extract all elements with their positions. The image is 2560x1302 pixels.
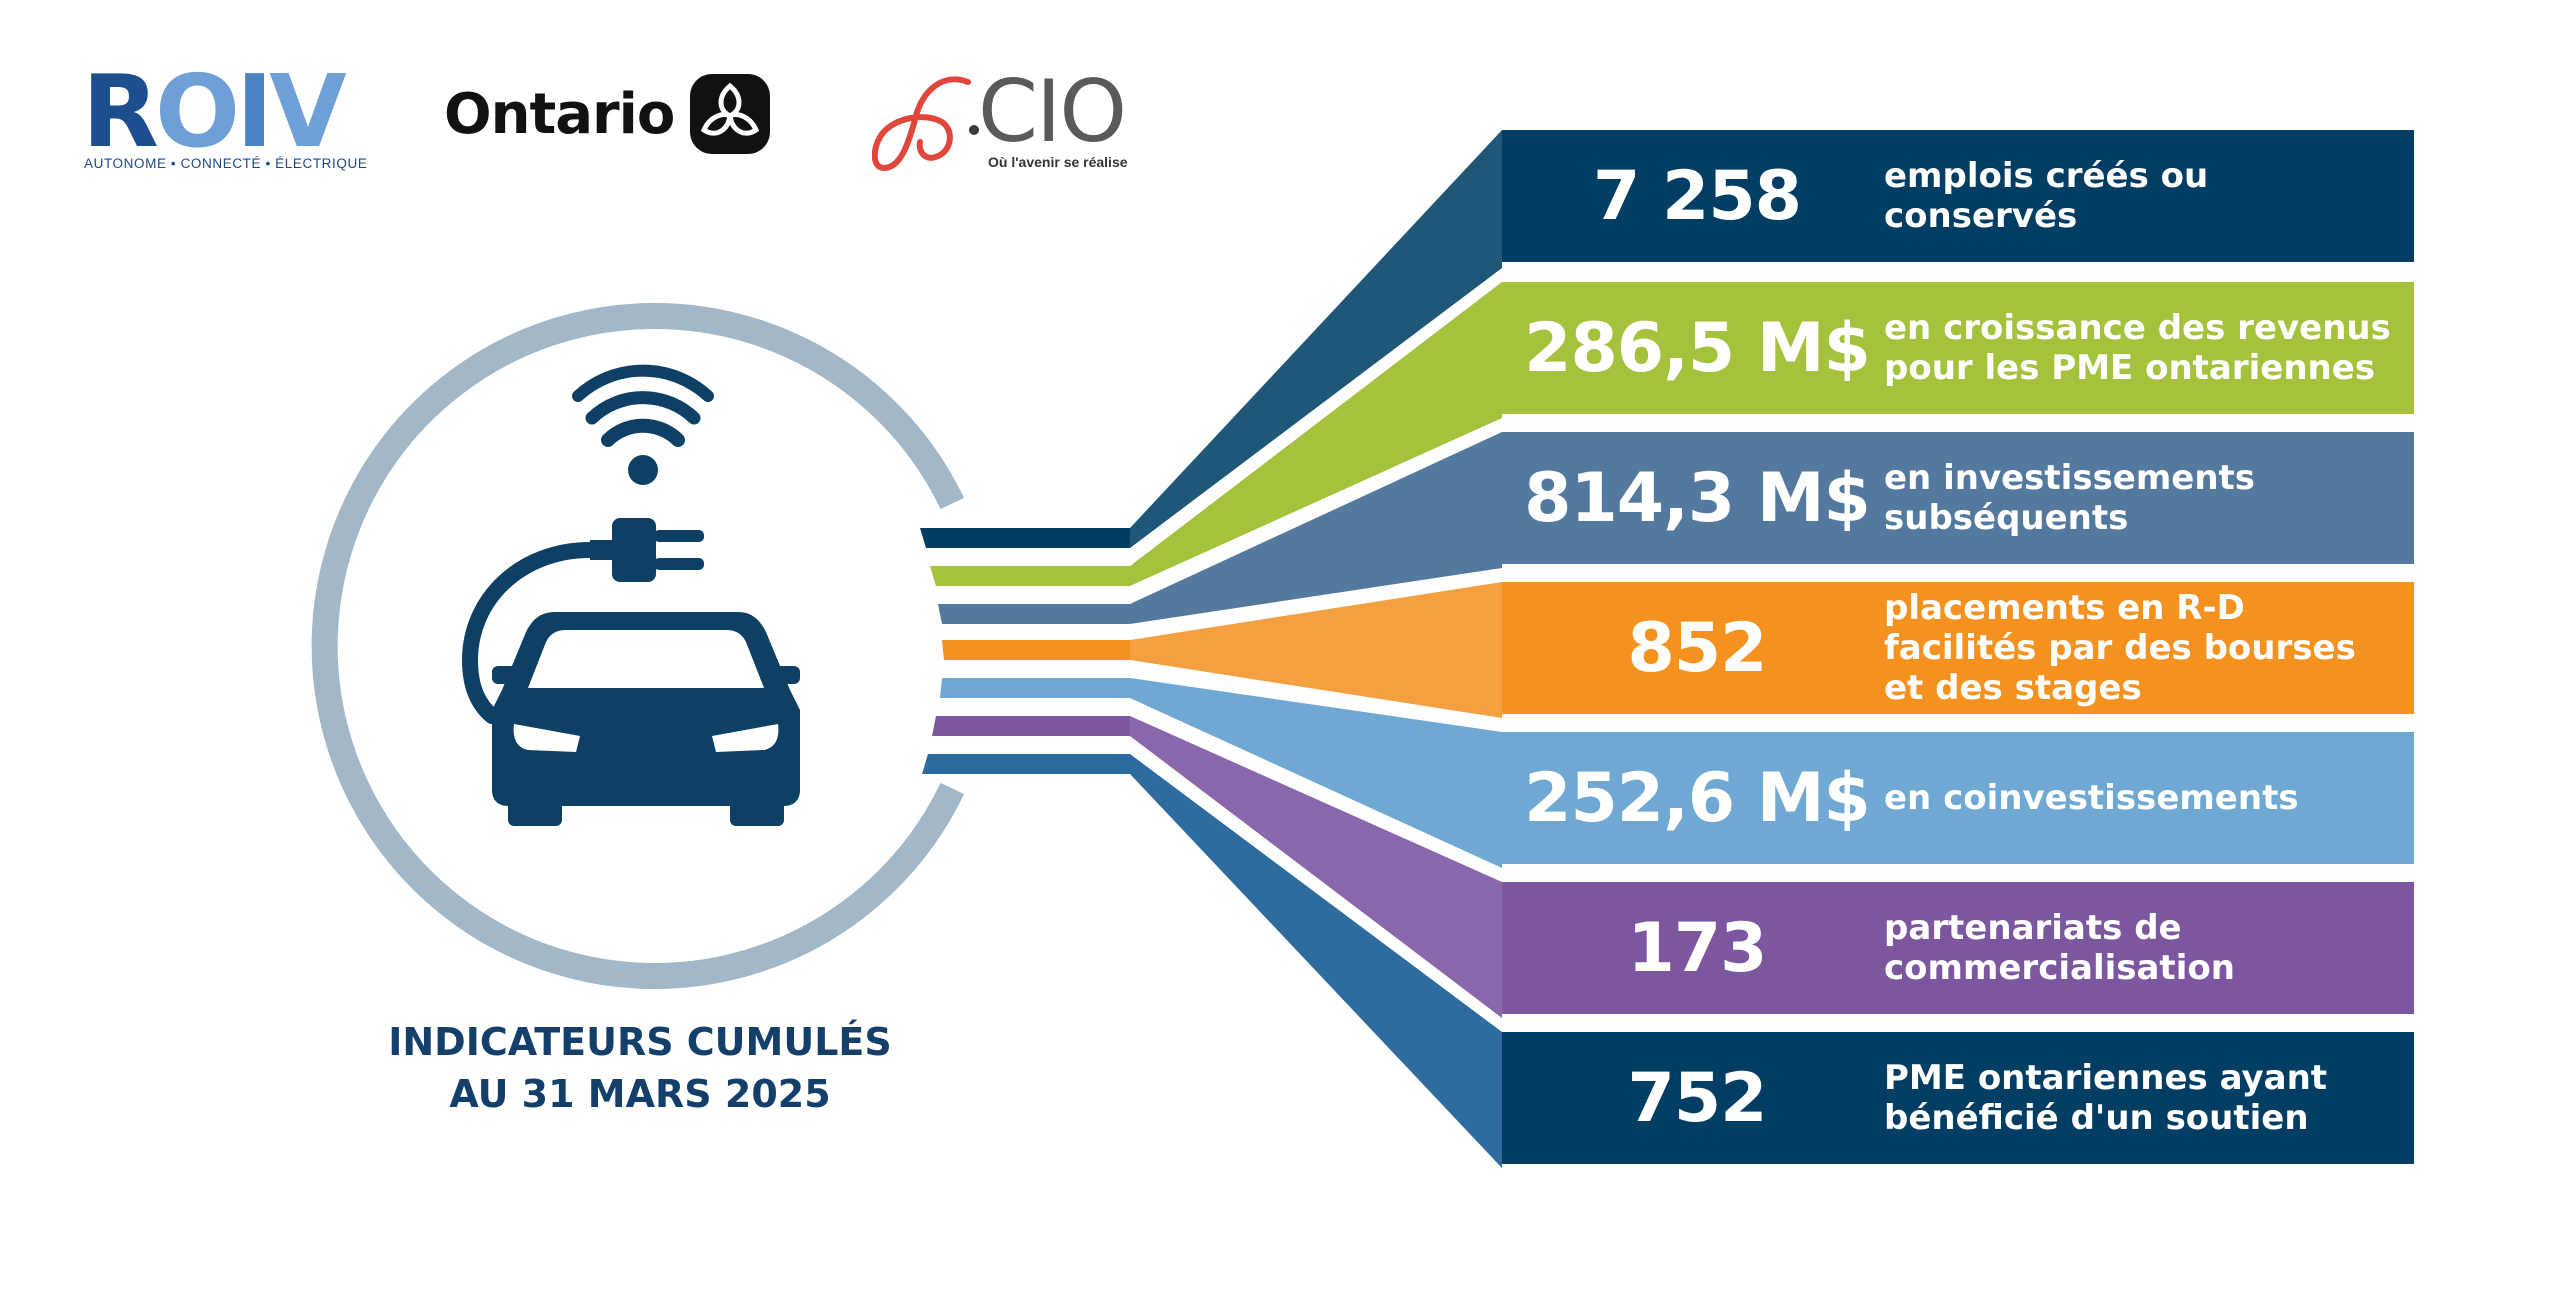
indicator-label: en croissance des revenus pour les PME on… [1884, 308, 2391, 388]
indicator-row-partnerships: 173 partenariats de commercialisation [1502, 882, 2414, 1014]
indicator-row-jobs: 7 258 emplois créés ou conservés [1502, 130, 2414, 262]
oce-tagline: Où l'avenir se réalise [988, 154, 1128, 170]
indicator-row-investments: 814,3 M$ en investissements subséquents [1502, 432, 2414, 564]
indicator-label: en coinvestissements [1884, 778, 2299, 818]
ray-2 [1130, 282, 1502, 586]
ontario-logo: Ontario [440, 72, 780, 162]
indicator-row-revenue: 286,5 M$ en croissance des revenus pour l… [1502, 282, 2414, 414]
roiv-logo: ROIV AUTONOME • CONNECTÉ • ÉLECTRIQUE [82, 62, 368, 174]
indicator-label: en investissements subséquents [1884, 458, 2256, 538]
indicator-label: emplois créés ou conservés [1884, 156, 2209, 236]
oce-swirl-icon [872, 76, 979, 172]
fan-rays [1130, 130, 1502, 1168]
ray-1 [1130, 130, 1502, 548]
cumulative-indicators-caption: INDICATEURS CUMULÉS AU 31 MARS 2025 [300, 1016, 980, 1120]
connector-bars [920, 528, 1130, 774]
row-background [1502, 882, 2414, 1014]
row-background [1502, 432, 2414, 564]
row-background [1502, 1032, 2414, 1164]
row-background [1502, 582, 2414, 714]
indicator-value: 286,5 M$ [1524, 308, 1871, 388]
indicator-value: 7 258 [1593, 156, 1802, 236]
caption-line-2: AU 31 MARS 2025 [449, 1072, 831, 1116]
electric-car-icon [461, 364, 800, 826]
roiv-tagline: AUTONOME • CONNECTÉ • ÉLECTRIQUE [84, 156, 368, 171]
row-background [1502, 130, 2414, 262]
indicator-value: 252,6 M$ [1524, 758, 1871, 838]
indicator-value: 852 [1627, 608, 1768, 688]
hero-ring [311, 303, 965, 989]
indicator-value: 752 [1627, 1058, 1768, 1138]
ray-7 [1130, 754, 1502, 1168]
trillium-icon [690, 74, 770, 154]
indicator-row-coinvestments: 252,6 M$ en coinvestissements [1502, 732, 2414, 864]
oce-wordmark: CIO [978, 62, 1127, 162]
ray-5 [1130, 678, 1502, 868]
indicator-row-sme-supported: 752 PME ontariennes ayant bénéficié d'un … [1502, 1032, 2414, 1164]
ray-4 [1130, 582, 1502, 718]
ray-3 [1130, 432, 1502, 624]
oce-logo: CIO Où l'avenir se réalise [872, 62, 1172, 176]
caption-line-1: INDICATEURS CUMULÉS [388, 1020, 892, 1064]
row-background [1502, 282, 2414, 414]
indicator-label: partenariats de commercialisation [1884, 908, 2235, 988]
row-background [1502, 732, 2414, 864]
indicator-value: 173 [1627, 908, 1768, 988]
indicator-row-rd: 852 placements en R-D facilités par des b… [1502, 582, 2414, 714]
roiv-wordmark: ROIV [82, 53, 347, 170]
indicator-value: 814,3 M$ [1524, 458, 1871, 538]
ontario-wordmark: Ontario [444, 82, 675, 147]
indicator-label: placements en R-D facilités par des bours… [1884, 588, 2356, 708]
indicator-label: PME ontariennes ayant bénéficié d'un sout… [1884, 1058, 2328, 1138]
ray-6 [1130, 716, 1502, 1018]
